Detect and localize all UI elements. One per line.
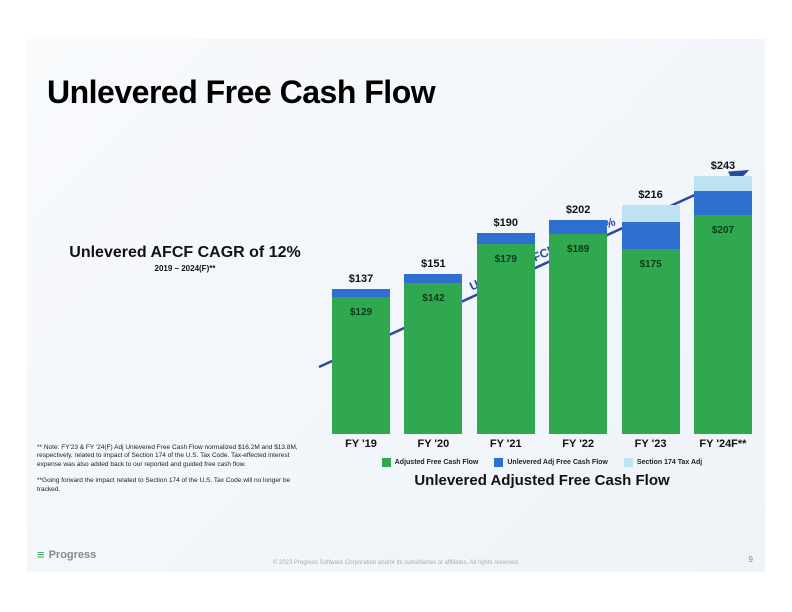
brand-label: Progress (49, 549, 97, 561)
bar-seg-unlevered-adj (694, 191, 752, 214)
x-axis-label: FY '22 (548, 438, 608, 450)
bar-stack: $129$137 (332, 289, 390, 434)
bar-group: $175$216 (621, 205, 681, 434)
bar-total-label: $202 (549, 204, 607, 216)
bar-group: $142$151 (403, 274, 463, 434)
bar-seg-unlevered-adj (622, 222, 680, 249)
bar-seg-adjusted-fcf: $179 (477, 244, 535, 434)
cagr-callout: Unlevered AFCF CAGR of 12% 2019 – 2024(F… (35, 244, 335, 273)
bar-group: $189$202 (548, 220, 608, 434)
bar-seg-unlevered-adj (477, 233, 535, 245)
bar-stack: $175$216 (622, 205, 680, 434)
bar-seg-unlevered-adj (404, 274, 462, 284)
page-number: 9 (749, 555, 753, 564)
bar-seg-section174 (622, 205, 680, 222)
bar-total-label: $216 (622, 189, 680, 201)
chart-subtitle: Unlevered Adjusted Free Cash Flow (327, 472, 757, 489)
bar-inner-label: $129 (332, 307, 390, 318)
bar-seg-unlevered-adj (549, 220, 607, 234)
bar-inner-label: $179 (477, 254, 535, 265)
bar-seg-adjusted-fcf: $189 (549, 234, 607, 434)
x-axis-label: FY '21 (476, 438, 536, 450)
x-axis-label: FY '19 (331, 438, 391, 450)
bar-stack: $179$190 (477, 233, 535, 434)
slide: Unlevered Free Cash Flow Unlevered AFCF … (27, 39, 765, 572)
bar-seg-adjusted-fcf: $142 (404, 283, 462, 434)
legend-item: Unlevered Adj Free Cash Flow (494, 458, 608, 467)
bar-inner-label: $189 (549, 244, 607, 255)
legend-label: Section 174 Tax Adj (637, 459, 702, 466)
footnote-1: ** Note: FY'23 & FY '24(F) Adj Unlevered… (37, 444, 302, 469)
x-axis-label: FY '20 (403, 438, 463, 450)
bar-inner-label: $142 (404, 293, 462, 304)
bar-inner-label: $207 (694, 225, 752, 236)
bar-total-label: $190 (477, 217, 535, 229)
bar-group: $207$243 (693, 176, 753, 434)
bar-stack: $142$151 (404, 274, 462, 434)
copyright: © 2023 Progress Software Corporation and… (27, 560, 765, 566)
legend-swatch (494, 458, 503, 467)
bar-seg-unlevered-adj (332, 289, 390, 297)
bar-total-label: $137 (332, 273, 390, 285)
x-axis-label: FY '24F** (693, 438, 753, 450)
chart-plot: $129$137$142$151$179$190$189$202$175$216… (327, 144, 757, 434)
bar-seg-section174 (694, 176, 752, 191)
cagr-line2: 2019 – 2024(F)** (35, 264, 335, 273)
legend-swatch (382, 458, 391, 467)
bar-group: $179$190 (476, 233, 536, 434)
bar-group: $129$137 (331, 289, 391, 434)
cagr-line1: Unlevered AFCF CAGR of 12% (35, 244, 335, 262)
legend-item: Section 174 Tax Adj (624, 458, 702, 467)
page-title: Unlevered Free Cash Flow (47, 74, 435, 111)
legend-item: Adjusted Free Cash Flow (382, 458, 479, 467)
chart-legend: Adjusted Free Cash Flow Unlevered Adj Fre… (327, 458, 757, 467)
bar-stack: $189$202 (549, 220, 607, 434)
bar-inner-label: $175 (622, 259, 680, 270)
bar-total-label: $151 (404, 258, 462, 270)
bar-seg-adjusted-fcf: $129 (332, 297, 390, 434)
bar-total-label: $243 (694, 160, 752, 172)
bar-chart: $129$137$142$151$179$190$189$202$175$216… (327, 144, 757, 494)
bar-seg-adjusted-fcf: $175 (622, 249, 680, 435)
footnote-block: ** Note: FY'23 & FY '24(F) Adj Unlevered… (37, 444, 302, 494)
legend-swatch (624, 458, 633, 467)
legend-label: Unlevered Adj Free Cash Flow (507, 459, 608, 466)
bar-seg-adjusted-fcf: $207 (694, 215, 752, 434)
footnote-2: **Going forward the impact related to Se… (37, 477, 302, 494)
chart-xaxis: FY '19 FY '20 FY '21 FY '22 FY '23 FY '24F** (327, 438, 757, 450)
bar-stack: $207$243 (694, 176, 752, 434)
x-axis-label: FY '23 (621, 438, 681, 450)
legend-label: Adjusted Free Cash Flow (395, 459, 479, 466)
